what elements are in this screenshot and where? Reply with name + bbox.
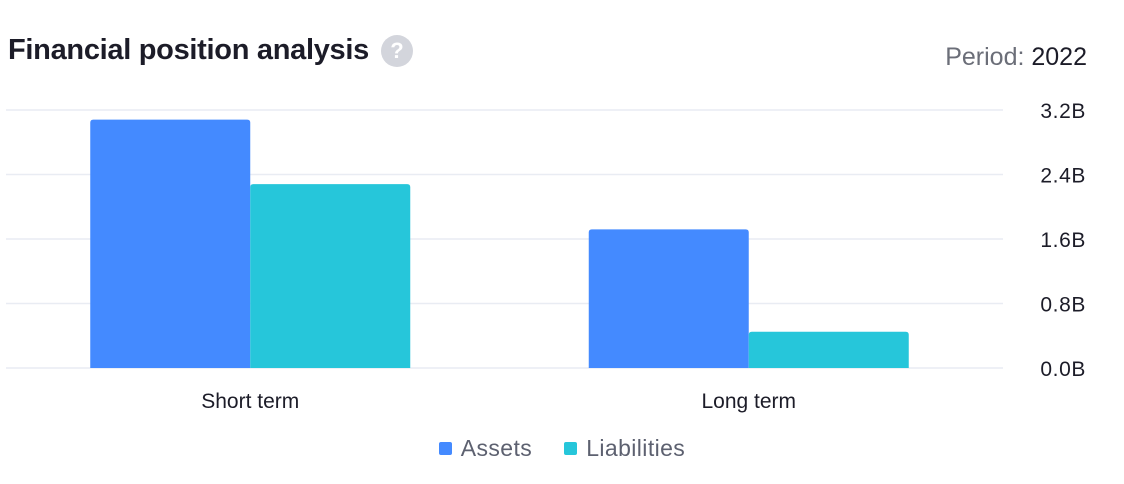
x-category-label: Long term bbox=[701, 390, 796, 413]
chart-title: Financial position analysis bbox=[8, 34, 369, 66]
x-category-label: Short term bbox=[201, 390, 299, 413]
bar-chart: 0.0B 0.8B 1.6B 2.4B 3.2B Short term Long term bbox=[6, 100, 1086, 413]
question-icon[interactable]: ? bbox=[380, 34, 413, 67]
bar-liabilities-short-term bbox=[250, 184, 411, 368]
chart-header: Financial position analysis ? bbox=[8, 34, 413, 67]
legend-item-assets[interactable]: Assets bbox=[438, 435, 533, 462]
legend-label-liabilities: Liabilities bbox=[586, 435, 686, 461]
legend-swatch-assets bbox=[438, 442, 452, 455]
legend-label-assets: Assets bbox=[460, 435, 533, 461]
y-tick-label: 0.8B bbox=[1040, 294, 1086, 317]
period-value: 2022 bbox=[1031, 43, 1087, 71]
legend: Assets Liabilities bbox=[0, 435, 1124, 462]
legend-item-liabilities[interactable]: Liabilities bbox=[564, 435, 685, 462]
bar-liabilities-long-term bbox=[748, 331, 909, 368]
legend-swatch-liabilities bbox=[564, 442, 578, 455]
bar-assets-long-term bbox=[588, 229, 749, 368]
y-tick-label: 3.2B bbox=[1040, 100, 1086, 123]
y-tick-label: 2.4B bbox=[1040, 165, 1086, 188]
period-selector[interactable]: Period: 2022 bbox=[945, 43, 1087, 72]
bar-assets-short-term bbox=[90, 119, 251, 368]
y-tick-label: 0.0B bbox=[1040, 358, 1086, 381]
y-tick-label: 1.6B bbox=[1040, 229, 1086, 252]
period-label: Period: bbox=[945, 43, 1025, 71]
